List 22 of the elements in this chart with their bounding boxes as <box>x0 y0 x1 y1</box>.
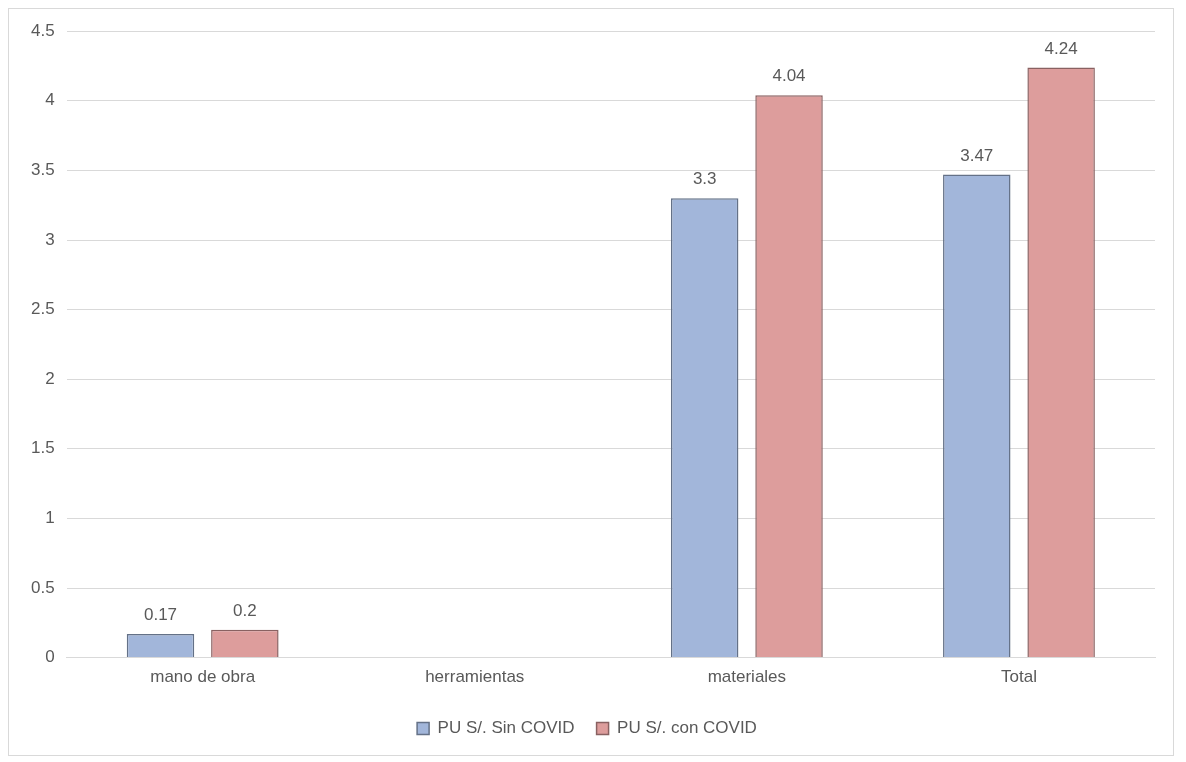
y-tick-label: 0.5 <box>30 577 55 597</box>
data-label: 0.2 <box>233 600 257 620</box>
data-label: 4.24 <box>1044 38 1078 58</box>
data-label: 4.04 <box>772 66 806 86</box>
y-tick-label: 4 <box>45 90 55 110</box>
y-tick-label: 0 <box>45 647 55 667</box>
x-tick-label: Total <box>1000 667 1037 687</box>
legend-label: PU S/. Sin COVID <box>437 718 575 738</box>
y-tick-label: 4.5 <box>30 20 55 40</box>
x-tick-label: materiales <box>707 667 787 687</box>
data-label: 3.47 <box>960 145 994 165</box>
x-tick-label: herramientas <box>425 667 525 687</box>
y-tick-label: 3 <box>45 229 55 249</box>
y-tick-label: 2.5 <box>30 299 55 319</box>
data-label: 0.17 <box>143 605 178 625</box>
y-tick-label: 1.5 <box>30 438 55 458</box>
y-tick-label: 3.5 <box>30 160 55 180</box>
y-tick-label: 1 <box>45 508 55 528</box>
data-label: 3.3 <box>692 169 717 189</box>
y-tick-label: 2 <box>45 368 55 388</box>
legend-label: PU S/. con COVID <box>617 718 757 738</box>
x-tick-label: mano de obra <box>150 667 256 687</box>
